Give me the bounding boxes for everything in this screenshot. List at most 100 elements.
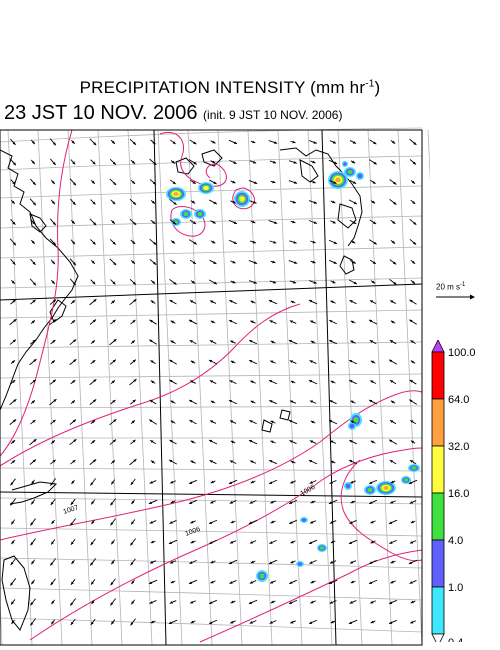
wind-vector	[309, 559, 317, 565]
wind-vector	[11, 539, 15, 545]
wind-vector	[290, 300, 296, 304]
wind-vector	[270, 520, 276, 524]
longitude-line	[67, 129, 93, 646]
wind-vector	[70, 319, 76, 325]
wind-vector	[89, 558, 97, 566]
wind-vector	[209, 300, 217, 304]
wind-vector	[388, 439, 398, 445]
wind-vector	[390, 300, 396, 304]
wind-vector	[329, 440, 337, 444]
wind-vector	[369, 380, 377, 384]
wind-vector	[90, 439, 96, 445]
color-legend: 100.0 64.0 32.0 16.0 4.0 1.0 0.4	[431, 340, 476, 642]
wind-vector	[250, 560, 256, 564]
wind-vector	[150, 219, 156, 225]
wind-vector	[368, 239, 378, 245]
wind-vector	[190, 620, 196, 624]
wind-vector	[250, 400, 256, 404]
wind-vector	[169, 139, 177, 145]
wind-vector	[249, 500, 257, 504]
wind-vector	[90, 478, 96, 486]
wind-vector	[30, 339, 36, 345]
wind-vector	[30, 219, 36, 225]
wind-vector	[170, 259, 176, 265]
wind-vector	[109, 338, 117, 346]
precip-cell	[344, 482, 352, 490]
wind-vector	[69, 598, 77, 606]
wind-vector	[228, 399, 238, 405]
wind-vector	[269, 280, 277, 284]
coastline	[299, 159, 319, 183]
legend-label: 16.0	[448, 488, 469, 500]
wind-vector	[248, 439, 258, 445]
precip-cell	[198, 182, 214, 194]
wind-vector	[409, 138, 417, 146]
wind-vector	[10, 138, 16, 146]
wind-vector	[169, 219, 177, 225]
wind-vector	[169, 520, 177, 524]
wind-vector	[349, 140, 357, 144]
wind-vector	[188, 399, 198, 405]
wind-vector	[270, 440, 276, 444]
wind-vector	[10, 599, 16, 605]
wind-vector	[268, 220, 278, 224]
wind-vector	[11, 279, 15, 285]
wind-vector	[309, 440, 317, 444]
wind-vector	[29, 278, 37, 286]
wind-vector	[89, 399, 97, 405]
wind-vector	[30, 258, 36, 266]
wind-vector	[328, 339, 338, 345]
wind-vector	[71, 479, 75, 485]
longitude-line	[367, 129, 393, 646]
precip-cell	[180, 209, 192, 219]
wind-vector	[368, 479, 378, 485]
legend-color-box	[431, 539, 445, 588]
coastline	[339, 255, 355, 275]
wind-vector	[150, 300, 156, 304]
wind-vector	[329, 180, 337, 184]
wind-vector	[348, 279, 358, 285]
legend-label: 0.4	[448, 637, 463, 642]
wind-vector	[249, 580, 257, 584]
wind-vector	[129, 278, 137, 286]
wind-scale-arrow	[436, 294, 475, 300]
wind-vector	[368, 399, 378, 405]
latitude-line	[0, 246, 423, 259]
wind-vector	[190, 280, 196, 284]
wind-vector	[370, 440, 376, 444]
wind-vector	[270, 360, 276, 364]
wind-vector	[70, 399, 76, 405]
wind-vector	[9, 339, 17, 345]
wind-vector	[109, 418, 117, 426]
wind-vector	[50, 279, 56, 285]
wind-vector	[389, 379, 397, 385]
wind-vector	[10, 359, 16, 365]
wind-vector	[190, 460, 196, 464]
wind-vector	[189, 419, 197, 425]
wind-vector	[69, 258, 77, 266]
wind-vector	[168, 459, 178, 465]
wind-vector	[89, 218, 97, 226]
precip-cell	[408, 464, 420, 472]
latitude-line	[0, 587, 423, 601]
wind-vector	[270, 340, 276, 344]
wind-vector	[10, 478, 16, 486]
precip-cell	[166, 187, 186, 201]
wind-vector	[90, 259, 96, 265]
wind-vector	[109, 158, 117, 166]
wind-vector	[49, 218, 57, 226]
legend-top-triangle	[431, 340, 445, 353]
wind-vector	[30, 499, 36, 505]
latitude-line	[0, 557, 423, 569]
wind-vector	[270, 180, 276, 184]
wind-vector	[188, 239, 198, 245]
wind-vector	[9, 318, 17, 326]
wind-vector	[148, 579, 158, 585]
wind-vector	[148, 419, 158, 425]
wind-vector	[149, 158, 157, 166]
wind-vector	[289, 519, 297, 525]
wind-vector	[90, 538, 96, 546]
wind-vector	[49, 238, 57, 246]
wind-vector	[50, 440, 56, 444]
